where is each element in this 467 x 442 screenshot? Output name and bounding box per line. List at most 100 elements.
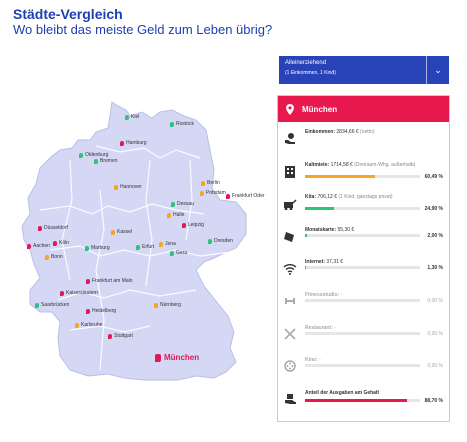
- map-pin-icon: [79, 152, 83, 158]
- cost-share-percent: 0,00 %: [427, 298, 443, 304]
- cost-share-fill: [305, 174, 375, 178]
- chevron-down-icon[interactable]: ⌄: [426, 56, 449, 84]
- cost-value: 706,12 €: [316, 194, 337, 201]
- cost-label-name: Internet:: [305, 259, 325, 266]
- map-pin-icon: [60, 290, 64, 296]
- map-pin-icon: [170, 121, 174, 127]
- map-pin-icon: [45, 254, 49, 260]
- city-nuernberg[interactable]: Nürnberg: [154, 302, 181, 308]
- map-pin-icon: [114, 184, 118, 190]
- cost-share-bar: [305, 299, 420, 302]
- city-erfurt[interactable]: Erfurt: [136, 244, 154, 250]
- cost-value: 55,30 €: [336, 226, 355, 233]
- map-pin-icon: [27, 243, 31, 249]
- cost-share-fill: [305, 207, 334, 211]
- household-type-dropdown[interactable]: Alleinerziehend (1 Einkommen, 1 Kind) ⌄: [279, 56, 449, 84]
- cost-label-name: Kino:: [305, 357, 318, 364]
- cost-share-bar: [305, 207, 420, 211]
- city-stuttgart[interactable]: Stuttgart: [108, 333, 133, 339]
- map-pin-icon: [208, 238, 212, 244]
- map-pin-icon: [200, 190, 204, 196]
- cost-label: Internet: 37,31 €: [305, 259, 445, 265]
- dropdown-selected-value: Alleinerziehend: [285, 60, 327, 66]
- cinema-icon: [284, 360, 296, 372]
- ticket-icon: [284, 231, 294, 242]
- cost-row: Einkommen: 2834,66 € (netto): [278, 123, 449, 153]
- germany-map: Kiel Rostock Hamburg Oldenburg Bremen Be…: [21, 101, 265, 381]
- cost-label: Kaltmiete: 1714,58 € (Dreiraum-Whg. auße…: [305, 162, 445, 168]
- map-pin-icon: [155, 353, 161, 362]
- cost-label: Restaurant: -: [305, 325, 445, 331]
- panel-header: München: [278, 96, 449, 122]
- map-pin-icon: [159, 241, 163, 247]
- cost-label: Fitnessstudio: -: [305, 292, 445, 298]
- map-pin-icon: [86, 308, 90, 314]
- city-koeln[interactable]: Köln: [53, 240, 69, 246]
- cost-note: (netto): [358, 129, 375, 135]
- map-pin-icon: [75, 322, 79, 328]
- map-pin-icon: [120, 140, 124, 146]
- cost-row: Kino: -0,00 %: [278, 351, 449, 381]
- city-frankfurt-oder[interactable]: Frankfurt Oder: [226, 193, 265, 199]
- city-jena[interactable]: Jena: [159, 241, 176, 247]
- cost-label: Anteil der Ausgaben am Gehalt: [305, 390, 445, 396]
- cost-value: -: [339, 292, 343, 298]
- cost-share-fill: [305, 266, 307, 270]
- map-pin-icon: [38, 225, 42, 231]
- restaurant-icon: [284, 328, 296, 340]
- page-title: Städte-Vergleich: [13, 6, 123, 22]
- city-halle[interactable]: Halle: [167, 212, 184, 218]
- panel-city-name: München: [302, 104, 338, 114]
- city-kaiserslautern[interactable]: Kaiserslautern: [60, 290, 98, 296]
- cost-share-fill: [305, 398, 407, 402]
- city-oldenburg[interactable]: Oldenburg: [79, 152, 108, 158]
- city-leipzig[interactable]: Leipzig: [182, 222, 204, 228]
- cost-share-bar: [305, 364, 420, 368]
- cost-share-fill: [305, 233, 308, 237]
- city-marburg[interactable]: Marburg: [85, 245, 110, 251]
- location-pin-icon: [286, 103, 294, 115]
- cost-value: -: [332, 324, 336, 331]
- cost-row: Anteil der Ausgaben am Gehalt 88,70 %: [278, 384, 449, 414]
- city-rostock[interactable]: Rostock: [170, 121, 194, 127]
- city-hamburg[interactable]: Hamburg: [120, 140, 147, 146]
- cost-label-name: Restaurant:: [305, 324, 333, 331]
- cost-share-bar: [305, 266, 420, 270]
- city-hannover[interactable]: Hannover: [114, 184, 142, 190]
- cost-value: 1714,58 €: [329, 161, 353, 168]
- city-berlin[interactable]: Berlin: [201, 180, 220, 186]
- city-potsdam[interactable]: Potsdam: [200, 190, 226, 196]
- germany-map-shape: [21, 101, 247, 381]
- cost-share-percent: 88,70 %: [424, 397, 443, 404]
- dropdown-selected-detail: (1 Einkommen, 1 Kind): [285, 70, 336, 76]
- city-dresden[interactable]: Dresden: [208, 238, 233, 244]
- expense-ratio-icon: [285, 393, 296, 404]
- city-aachen[interactable]: Aachen: [27, 243, 50, 249]
- city-kiel[interactable]: Kiel: [125, 114, 139, 120]
- city-bonn[interactable]: Bonn: [45, 254, 63, 260]
- cost-row: Monatskarte: 55,30 €2,00 %: [278, 221, 449, 251]
- city-frankfurt-am-main[interactable]: Frankfurt am Main: [86, 278, 133, 284]
- city-karlsruhe[interactable]: Karlsruhe: [75, 322, 102, 328]
- map-pin-icon: [53, 240, 57, 246]
- city-saarbruecken[interactable]: Saarbrücken: [35, 302, 69, 308]
- city-bremen[interactable]: Bremen: [94, 158, 118, 164]
- money-hand-icon: [285, 133, 295, 144]
- city-kassel[interactable]: Kassel: [111, 229, 132, 235]
- map-pin-icon: [111, 229, 115, 235]
- map-pin-icon: [154, 302, 158, 308]
- city-gera[interactable]: Gera: [170, 250, 187, 256]
- map-pin-icon: [136, 244, 140, 250]
- cost-label-name: Einkommen:: [305, 129, 336, 135]
- cost-row: Fitnessstudio: -0,00 %: [278, 286, 449, 316]
- cost-share-percent: 1,30 %: [427, 265, 443, 272]
- city-dessau[interactable]: Dessau: [171, 201, 194, 207]
- city-duesseldorf[interactable]: Düsseldorf: [38, 225, 68, 231]
- city-muenchen-selected[interactable]: München: [155, 353, 199, 362]
- cost-share-bar: [305, 174, 420, 178]
- city-heidelberg[interactable]: Heidelberg: [86, 308, 116, 314]
- map-pin-icon: [86, 278, 90, 284]
- cost-label: Monatskarte: 55,30 €: [305, 227, 445, 233]
- cost-label-name: Kaltmiete:: [305, 161, 330, 168]
- map-pin-icon: [125, 114, 129, 120]
